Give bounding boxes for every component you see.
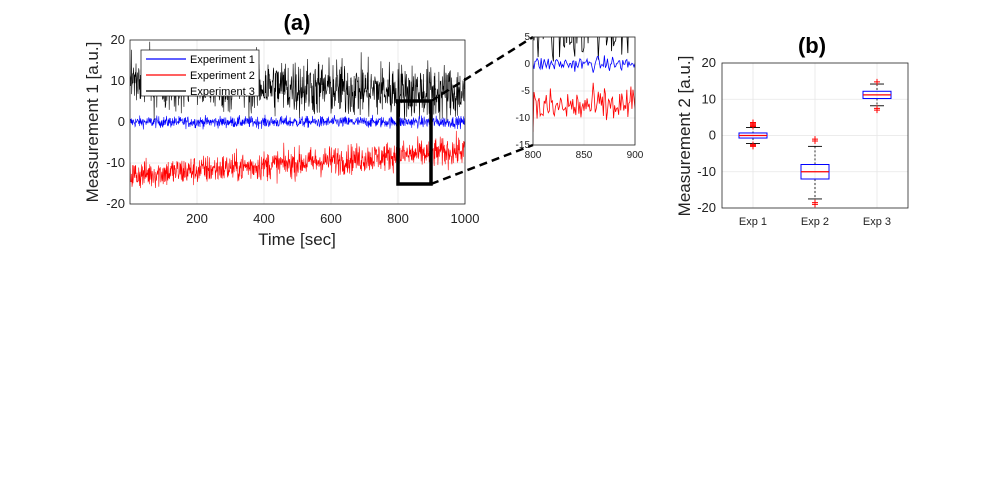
x-tick-label: 1000 xyxy=(451,211,480,226)
y-tick-label: 20 xyxy=(111,32,125,47)
x-tick-label: 200 xyxy=(186,211,208,226)
series-line-experiment-1 xyxy=(130,114,465,130)
outlier-marker xyxy=(812,136,818,143)
inset-y-tick-label: 0 xyxy=(524,59,530,70)
panel-a: (a) 200 400 600 800 1000 -20 -10 0 10 20 Time [se… xyxy=(83,10,534,249)
outlier-marker xyxy=(750,119,756,126)
panel-b-ylabel: Measurement 2 [a.u.] xyxy=(675,56,694,217)
inset-x-tick-label: 850 xyxy=(576,150,593,161)
y-tick-label: 0 xyxy=(118,114,125,129)
boxplot-exp-3 xyxy=(862,78,892,114)
zoom-connector-top xyxy=(430,35,534,103)
outlier-marker xyxy=(750,143,756,150)
b-y-tick-label: 0 xyxy=(709,128,716,143)
inset-y-tick-label: -15 xyxy=(516,140,531,151)
y-tick-label: 10 xyxy=(111,73,125,88)
b-y-tick-label: 10 xyxy=(702,91,716,106)
b-y-tick-label: -10 xyxy=(697,164,716,179)
b-y-tick-label: -20 xyxy=(697,200,716,215)
x-tick-label: 800 xyxy=(387,211,409,226)
panel-b-ticks: -20 -10 0 10 20 Exp 1 Exp 2 Exp 3 xyxy=(697,55,891,228)
inset-frame xyxy=(532,36,636,146)
inset-series-line-experiment-1 xyxy=(533,55,635,73)
series-line-experiment-2 xyxy=(130,130,465,189)
outlier-marker xyxy=(812,201,818,208)
inset-x-tick-label: 900 xyxy=(627,150,644,161)
boxplot-exp-2 xyxy=(800,136,830,208)
panel-b-frame xyxy=(721,62,909,209)
outlier-marker xyxy=(874,107,880,114)
zoom-connector-bottom xyxy=(430,143,534,186)
panel-b: (b) -20 -10 0 10 20 Exp 1 Exp 2 Exp 3 Measureme… xyxy=(675,33,909,228)
inset-y-tick-label: -5 xyxy=(521,86,530,97)
inset-series-line-experiment-3 xyxy=(533,37,629,62)
y-tick-label: -10 xyxy=(106,155,125,170)
panel-b-boxes xyxy=(738,78,892,208)
outlier-marker xyxy=(874,78,880,85)
inset-y-tick-label: -10 xyxy=(516,113,531,124)
panel-a-ticks: 200 400 600 800 1000 -20 -10 0 10 20 xyxy=(106,32,479,226)
inset-y-tick-label: 5 xyxy=(524,32,530,43)
panel-a-ylabel: Measurement 1 [a.u.] xyxy=(83,42,102,203)
inset-series-line-experiment-2 xyxy=(533,82,635,132)
legend-label-experiment-3: Experiment 3 xyxy=(190,86,255,98)
zoom-highlight-box xyxy=(396,99,433,186)
panel-a-legend: Experiment 1 Experiment 2 Experiment 3 xyxy=(140,49,260,98)
panel-a-title: (a) xyxy=(284,10,311,35)
x-tick-label: 600 xyxy=(320,211,342,226)
panel-a-xlabel: Time [sec] xyxy=(258,230,336,249)
legend-label-experiment-2: Experiment 2 xyxy=(190,70,255,82)
legend-box xyxy=(140,49,260,97)
panel-b-title: (b) xyxy=(798,33,826,58)
x-tick-label: 400 xyxy=(253,211,275,226)
b-y-tick-label: 20 xyxy=(702,55,716,70)
inset-x-tick-label: 800 xyxy=(525,150,542,161)
legend-label-experiment-1: Experiment 1 xyxy=(190,54,255,66)
b-category-label: Exp 1 xyxy=(739,216,767,228)
y-tick-label: -20 xyxy=(106,196,125,211)
b-category-label: Exp 2 xyxy=(801,216,829,228)
boxplot-exp-1 xyxy=(738,119,768,150)
b-category-label: Exp 3 xyxy=(863,216,891,228)
inset-ticks: 800 850 900 -15 -10 -5 0 5 xyxy=(516,32,644,161)
inset-zoom-plot: 800 850 900 -15 -10 -5 0 5 xyxy=(516,32,644,161)
inset-series-group xyxy=(533,37,635,132)
panel-a-frame xyxy=(129,39,466,205)
